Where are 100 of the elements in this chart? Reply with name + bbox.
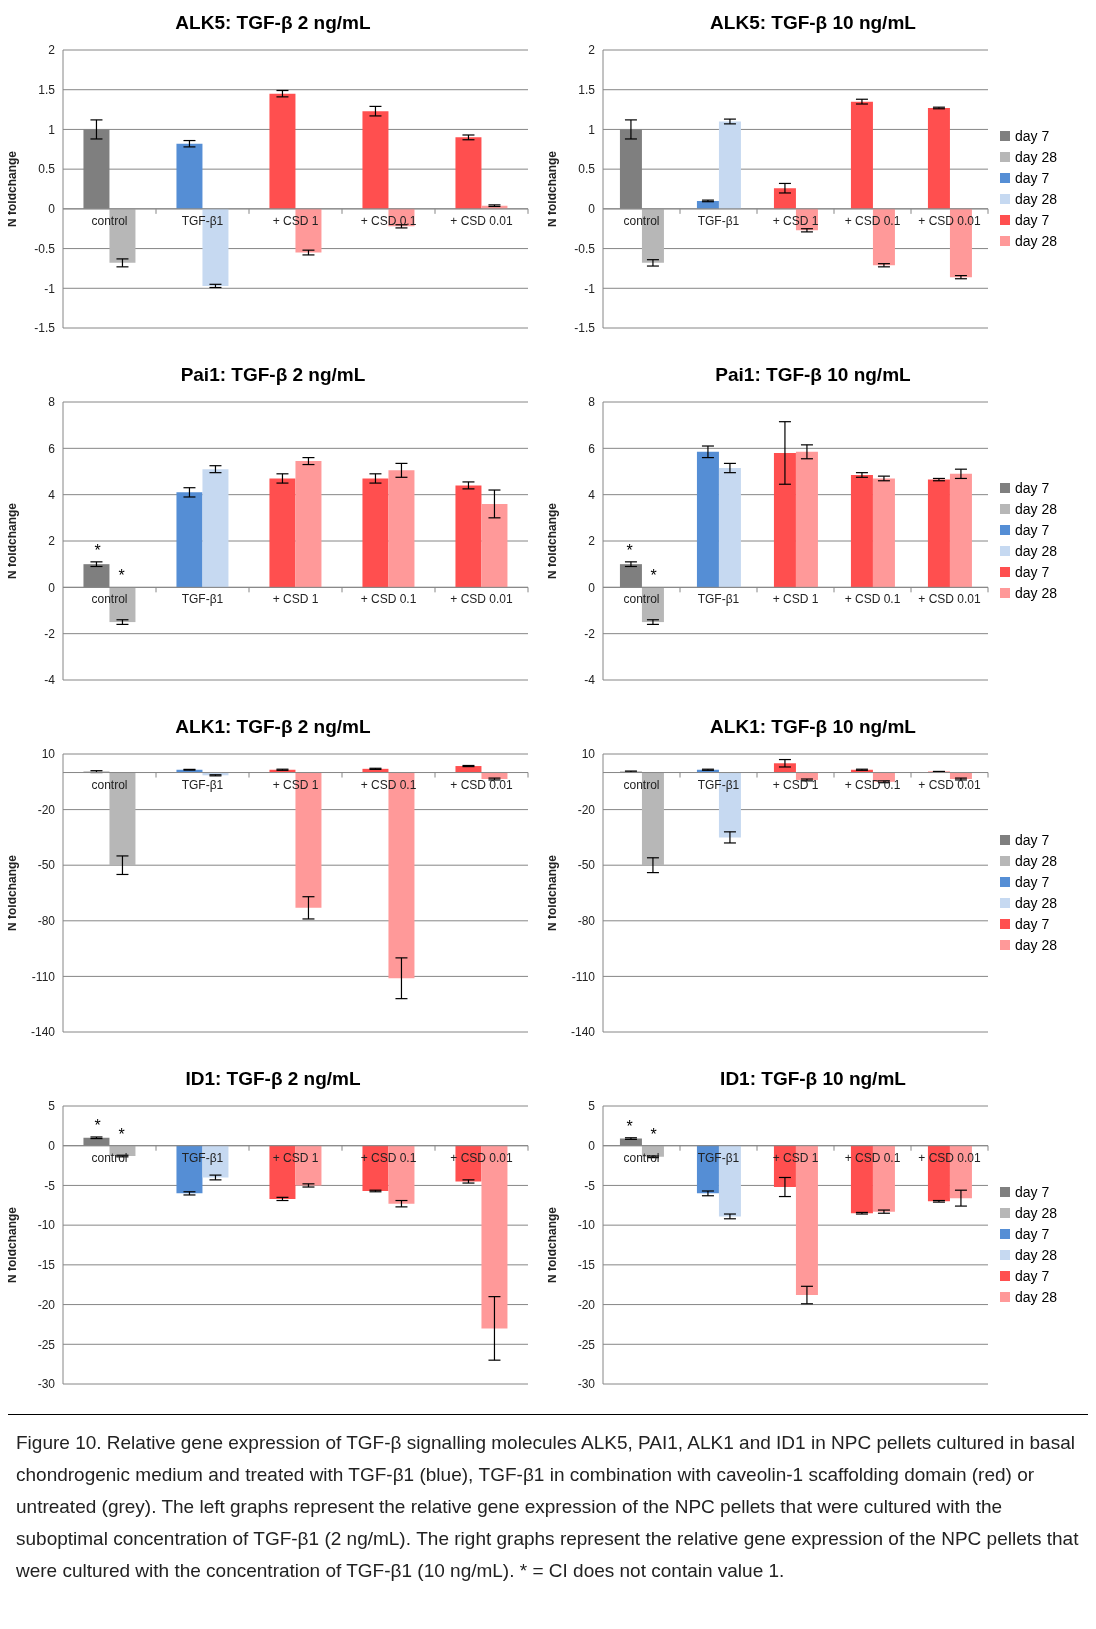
y-tick-label: -140	[570, 1025, 596, 1040]
y-tick-label: 4	[48, 487, 56, 502]
x-tick-label: control	[623, 777, 660, 792]
legend-label: day 28	[1015, 936, 1058, 953]
chart-title: ALK1: TGF-β 2 ng/mL	[174, 715, 372, 739]
y-tick-label: 1	[48, 122, 56, 137]
y-tick-label: 1	[588, 122, 596, 137]
y-tick-label: 1.5	[578, 82, 596, 97]
y-axis-title: N foldchange	[545, 854, 560, 932]
x-tick-label: + CSD 0.1	[844, 592, 901, 607]
x-tick-label: + CSD 0.1	[844, 777, 901, 792]
x-tick-label: control	[91, 777, 128, 792]
y-tick-label: -80	[37, 914, 56, 929]
legend-label: day 28	[1015, 584, 1058, 601]
y-axis-title: N foldchange	[5, 1206, 20, 1284]
y-tick-label: 0	[588, 580, 596, 595]
y-tick-label: 8	[588, 395, 596, 410]
legend-label: day 28	[1015, 232, 1058, 249]
chart-title: ID1: TGF-β 10 ng/mL	[719, 1067, 907, 1091]
chart-title: ID1: TGF-β 2 ng/mL	[184, 1067, 362, 1091]
y-tick-label: 2	[588, 43, 596, 58]
x-tick-label: + CSD 0.1	[844, 213, 901, 228]
x-tick-label: + CSD 0.01	[450, 592, 514, 607]
y-tick-label: -4	[584, 673, 596, 688]
legend-label: day 28	[1015, 1288, 1058, 1305]
y-tick-label: -1	[44, 281, 56, 296]
y-tick-label: 4	[588, 487, 596, 502]
y-tick-label: -1.5	[574, 321, 596, 336]
legend-label: day 7	[1015, 211, 1050, 228]
x-tick-label: + CSD 1	[272, 592, 319, 607]
legend-label: day 28	[1015, 148, 1058, 165]
legend-label: day 7	[1015, 873, 1050, 890]
y-tick-label: 10	[41, 747, 56, 762]
x-tick-label: + CSD 0.01	[918, 592, 982, 607]
legend-label: day 28	[1015, 542, 1058, 559]
legend-label: day 7	[1015, 1225, 1050, 1242]
y-tick-label: 2	[48, 534, 56, 549]
x-tick-label: TGF-β1	[181, 213, 224, 228]
x-tick-label: + CSD 1	[272, 777, 319, 792]
y-tick-label: -2	[44, 626, 56, 641]
x-tick-label: + CSD 1	[772, 777, 819, 792]
y-tick-label: -30	[577, 1377, 596, 1392]
x-tick-label: TGF-β1	[181, 592, 224, 607]
chart-title: Pai1: TGF-β 10 ng/mL	[714, 363, 912, 387]
y-tick-label: 2	[48, 43, 56, 58]
y-tick-label: -110	[31, 969, 56, 984]
y-tick-label: -25	[37, 1337, 56, 1352]
y-tick-label: 10	[581, 747, 596, 762]
annotation: *	[94, 541, 101, 559]
x-tick-label: TGF-β1	[697, 592, 740, 607]
legend-label: day 28	[1015, 1204, 1058, 1221]
x-tick-label: control	[623, 592, 660, 607]
x-tick-label: control	[623, 213, 660, 228]
caption: Figure 10. Relative gene expression of TGF-β signalling molecules ALK5, PAI1, ALK1 and ID1 in NPC pellets cultured in basal chondrogenic medium and treated with TGF-β1 (blue), TGF-β1 in combination with caveolin-1 scaffolding domain (red) or untreated (grey). The left graphs represent the relative gene expression of the NPC pellets that were cultured with the suboptimal concentration of TGF-β1 (2 ng/mL). The right graphs represent the relative gene expression of the NPC pellets that were cultured with the concentration of TGF-β1 (10 ng/mL). * = CI does not contain value 1.	[8, 1414, 1088, 1599]
y-tick-label: -50	[577, 858, 596, 873]
y-axis-title: N foldchange	[545, 502, 560, 580]
x-tick-label: + CSD 1	[272, 213, 319, 228]
x-tick-label: control	[91, 213, 128, 228]
y-axis-title: N foldchange	[5, 502, 20, 580]
y-tick-label: -140	[30, 1025, 56, 1040]
x-tick-label: TGF-β1	[697, 1150, 740, 1165]
x-tick-label: + CSD 1	[272, 1150, 319, 1165]
y-tick-label: -15	[577, 1258, 596, 1273]
x-tick-label: + CSD 0.01	[918, 213, 982, 228]
x-tick-label: TGF-β1	[697, 777, 740, 792]
y-tick-label: -20	[37, 1297, 56, 1312]
y-tick-label: -1	[584, 281, 596, 296]
y-tick-label: -0.5	[574, 241, 596, 256]
y-tick-label: -2	[584, 626, 596, 641]
y-tick-label: -25	[577, 1337, 596, 1352]
x-tick-label: control	[91, 592, 128, 607]
y-tick-label: -80	[577, 914, 596, 929]
annotation: *	[650, 1125, 657, 1143]
annotation: *	[626, 541, 633, 559]
x-tick-label: + CSD 0.01	[918, 777, 982, 792]
x-tick-label: + CSD 0.01	[918, 1150, 982, 1165]
annotation: *	[118, 1125, 125, 1143]
chart-title: Pai1: TGF-β 2 ng/mL	[179, 363, 367, 387]
legend-label: day 7	[1015, 563, 1050, 580]
y-tick-label: 0	[48, 1138, 56, 1153]
x-tick-label: TGF-β1	[181, 777, 224, 792]
y-tick-label: -4	[44, 673, 56, 688]
legend-label: day 7	[1015, 479, 1050, 496]
annotation: *	[118, 567, 125, 585]
legend-label: day 28	[1015, 1246, 1058, 1263]
y-tick-label: 6	[48, 441, 56, 456]
y-tick-label: -10	[37, 1218, 56, 1233]
y-tick-label: 0	[48, 202, 56, 217]
x-tick-label: + CSD 1	[772, 213, 819, 228]
x-tick-label: + CSD 1	[772, 592, 819, 607]
y-axis-title: N foldchange	[5, 854, 20, 932]
legend-label: day 7	[1015, 521, 1050, 538]
y-tick-label: -20	[577, 802, 596, 817]
y-tick-label: 0.5	[578, 162, 596, 177]
y-tick-label: -50	[37, 858, 56, 873]
annotation: *	[94, 1116, 101, 1134]
y-tick-label: -20	[577, 1297, 596, 1312]
x-tick-label: + CSD 0.01	[450, 213, 514, 228]
x-tick-label: control	[91, 1150, 128, 1165]
y-axis-title: N foldchange	[545, 1206, 560, 1284]
